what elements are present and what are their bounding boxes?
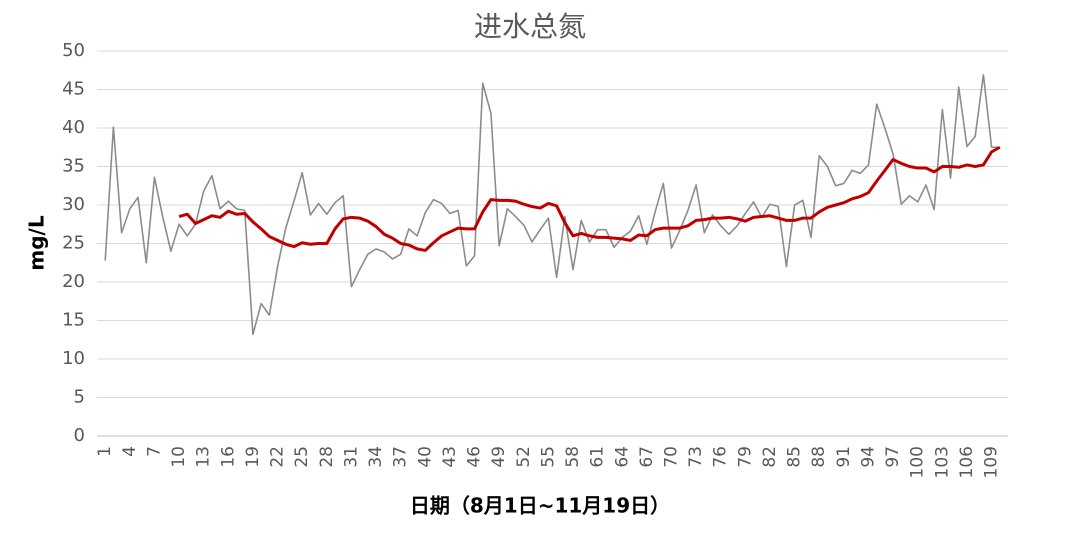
y-tick-label: 45	[62, 79, 85, 100]
x-tick-label: 46	[465, 446, 485, 468]
x-tick-label: 100	[908, 446, 928, 478]
x-tick-label: 109	[982, 446, 1002, 478]
x-tick-label: 16	[218, 446, 238, 468]
y-tick-label: 30	[62, 194, 85, 215]
x-tick-label: 40	[415, 446, 435, 468]
x-tick-label: 67	[637, 446, 657, 468]
x-tick-label: 10	[169, 446, 189, 468]
series-line	[178, 145, 1001, 252]
x-tick-label: 97	[883, 446, 903, 468]
x-tick-label: 103	[932, 446, 952, 478]
y-tick-label: 25	[62, 233, 85, 254]
x-tick-label: 34	[366, 446, 386, 468]
y-tick-label: 40	[62, 117, 85, 138]
x-tick-label: 43	[440, 446, 460, 468]
x-tick-label: 73	[686, 446, 706, 468]
y-tick-label: 10	[62, 348, 85, 369]
x-tick-label: 58	[563, 446, 583, 468]
series-line	[104, 74, 1000, 336]
x-tick-label: 7	[144, 446, 164, 457]
x-tick-label: 25	[292, 446, 312, 468]
x-tick-label: 31	[341, 446, 361, 468]
x-tick-label: 28	[317, 446, 337, 468]
x-tick-label: 13	[194, 446, 214, 468]
x-axis-label: 日期（8月1日~11月19日）	[410, 494, 670, 518]
y-tick-label: 15	[62, 310, 85, 331]
x-tick-label: 22	[268, 446, 288, 468]
x-tick-label: 64	[612, 446, 632, 468]
y-axis-label: mg/L	[25, 215, 49, 270]
x-tick-label: 94	[858, 446, 878, 468]
y-tick-label: 0	[74, 425, 85, 446]
x-tick-label: 79	[735, 446, 755, 468]
x-tick-label: 52	[514, 446, 534, 468]
x-tick-label: 70	[662, 446, 682, 468]
x-tick-label: 82	[760, 446, 780, 468]
x-tick-label: 85	[785, 446, 805, 468]
x-tick-label: 49	[489, 446, 509, 468]
y-tick-label: 5	[74, 387, 85, 408]
x-tick-label: 4	[120, 446, 140, 457]
x-tick-label: 76	[711, 446, 731, 468]
x-tick-label: 61	[588, 446, 608, 468]
x-tick-label: 37	[391, 446, 411, 468]
chart-title: 进水总氮	[474, 10, 586, 43]
x-tick-label: 88	[809, 446, 829, 468]
x-tick-label: 19	[243, 446, 263, 468]
y-tick-label: 35	[62, 156, 85, 177]
x-tick-label: 106	[957, 446, 977, 478]
x-tick-label: 91	[834, 446, 854, 468]
x-tick-label: 1	[95, 446, 115, 457]
y-tick-label: 20	[62, 271, 85, 292]
y-tick-label: 50	[62, 40, 85, 61]
x-tick-label: 55	[538, 446, 558, 468]
